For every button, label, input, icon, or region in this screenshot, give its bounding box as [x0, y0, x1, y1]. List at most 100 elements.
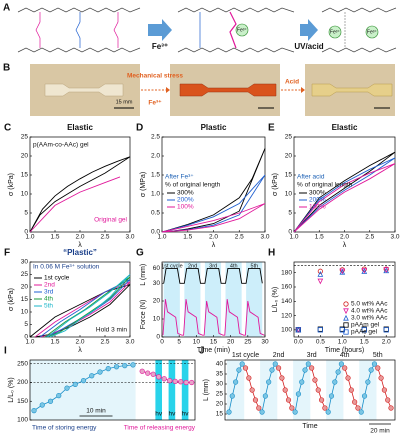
x-tick-label: 1.0	[25, 234, 34, 241]
data-point	[130, 362, 136, 368]
y-tick-label: 5	[24, 321, 28, 328]
x-tick-label: 2.0	[75, 234, 84, 241]
data-point	[292, 409, 298, 415]
panel-letter: E	[268, 123, 275, 134]
panel-letter: D	[136, 123, 143, 134]
plot-frame	[29, 359, 196, 421]
storing-shade	[293, 360, 311, 420]
x-tick-label: 0.0	[294, 339, 303, 346]
data-line	[293, 157, 396, 233]
data-point	[305, 361, 311, 367]
legend-label: 5.0 wt% AAc	[351, 301, 388, 308]
data-line	[162, 299, 265, 336]
y-tick-label: 15	[21, 296, 29, 303]
data-point	[339, 268, 346, 275]
data-point	[172, 378, 178, 384]
data-point	[383, 327, 389, 333]
uv-stripe	[155, 360, 162, 420]
storing-shade	[260, 360, 278, 420]
legend-label: 300%	[177, 190, 194, 197]
legend-label: 3rd	[44, 289, 54, 296]
x-tick-label: 1.5	[50, 234, 59, 241]
x-tick-label: 2.5	[100, 339, 109, 346]
uv-stripe	[181, 360, 189, 420]
data-point	[105, 366, 111, 372]
data-line	[161, 174, 266, 233]
x-tick-label: 2.0	[340, 234, 349, 241]
x-tick-label: 25	[244, 339, 252, 346]
cycle-shade	[163, 262, 180, 337]
data-point	[47, 398, 54, 404]
data-point	[317, 268, 323, 274]
x-tick-label: 3.0	[125, 339, 134, 346]
data-point	[246, 375, 252, 381]
panel-letter: F	[4, 248, 10, 259]
y-axis-label: σ (kPa)	[8, 173, 15, 196]
cycle-label: 3rd	[209, 263, 217, 269]
chart-title: Plastic	[201, 123, 227, 132]
data-point	[282, 387, 288, 393]
legend-marker	[343, 301, 349, 307]
data-line	[39, 279, 131, 338]
x-tick-label: 2.0	[75, 339, 84, 346]
cycle-label: 5th	[251, 263, 259, 269]
ion-label: Fe³⁺	[367, 29, 378, 35]
data-point	[302, 367, 308, 373]
legend-label: 3.0 wt% AAc	[351, 315, 388, 322]
annotation: After Fe³⁺	[165, 174, 194, 181]
data-point	[365, 379, 371, 385]
data-line	[161, 203, 266, 233]
x-axis-label: Time	[302, 423, 317, 430]
y-axis-label: σ (kPa)	[272, 173, 279, 196]
data-point	[252, 397, 259, 403]
cycle-label: 3rd	[307, 352, 317, 359]
data-line	[293, 163, 396, 233]
data-point	[317, 327, 323, 333]
data-point	[272, 361, 278, 367]
y-tick-label: 10	[153, 316, 161, 323]
y-tick-label: 35	[216, 371, 224, 378]
annotation: 20 min	[370, 428, 390, 435]
data-point	[375, 365, 381, 371]
data-point	[226, 409, 232, 415]
x-tick-label: 2.5	[365, 234, 374, 241]
y-tick-label: 180	[281, 269, 292, 276]
cycle-shade	[225, 262, 242, 337]
cycle-label: 2nd	[188, 263, 197, 269]
data-point	[317, 271, 324, 277]
legend-label: pAAc gel	[351, 329, 378, 336]
y-tick-label: 20	[21, 153, 29, 160]
y-axis-label: L/L₀ (%)	[272, 287, 279, 312]
data-point	[315, 387, 321, 393]
chart-title: Elastic	[332, 123, 358, 132]
data-point	[325, 409, 331, 415]
data-line	[29, 176, 121, 233]
data-point	[236, 367, 242, 373]
data-point	[64, 385, 70, 391]
annotation: Time of storing energy	[32, 425, 97, 432]
data-line	[29, 156, 131, 233]
legend-label: pAAm gel	[351, 322, 380, 329]
data-point	[259, 409, 265, 415]
data-point	[31, 408, 37, 414]
data-point	[239, 361, 245, 367]
data-point	[328, 393, 335, 399]
y-tick-label: 0.5	[151, 210, 160, 217]
data-point	[295, 327, 301, 333]
x-tick-label: 1.0	[25, 339, 34, 346]
y-tick-label: 160	[281, 284, 292, 291]
data-point	[368, 367, 374, 373]
legend-label: 4.0 wt% AAc	[351, 308, 388, 315]
y-tick-label: 20	[153, 298, 161, 305]
legend-label: 200%	[177, 197, 194, 204]
data-point	[317, 278, 324, 285]
y-tick-label: 120	[281, 312, 292, 319]
annotation: hv	[182, 411, 190, 418]
x-tick-label: 3.0	[260, 234, 269, 241]
y-tick-label: 100	[281, 327, 292, 334]
data-point	[113, 364, 120, 370]
panel-letter: C	[4, 123, 11, 134]
data-point	[269, 367, 275, 373]
x-axis-label: λ	[78, 242, 82, 249]
